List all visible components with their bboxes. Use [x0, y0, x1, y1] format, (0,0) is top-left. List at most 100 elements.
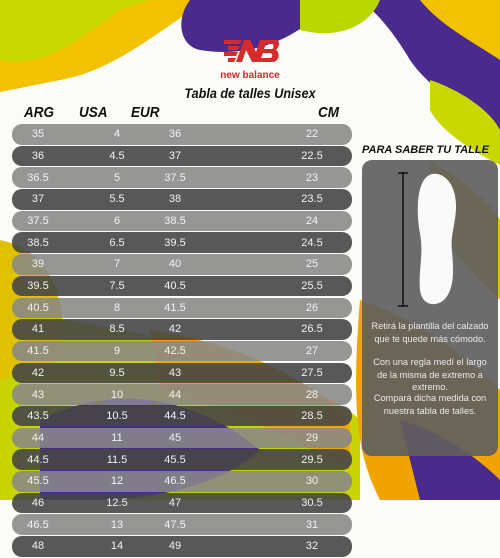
usa-cell: 4	[113, 128, 121, 141]
guide-step-3: Compará dicha medida con nuestra tabla d…	[373, 393, 487, 416]
cm-cell: 26	[305, 301, 319, 314]
eur-cell: 45.5	[164, 453, 186, 466]
arg-cell: 37	[31, 193, 45, 206]
brand-name: new balance	[220, 70, 280, 81]
guide-step-2: Con una regla medí el largo de la misma …	[373, 357, 487, 392]
eur-cell: 38	[168, 193, 182, 206]
column-header-cm: CM	[318, 104, 339, 121]
cm-cell: 30	[305, 475, 319, 488]
eur-cell: 39.5	[164, 236, 186, 249]
eur-cell: 45	[168, 431, 182, 444]
table-row: 39.5 7.5 40.5 25.5	[12, 275, 352, 297]
table-row: 40.5 8 41.5 26	[12, 297, 352, 318]
eur-cell: 46.5	[164, 475, 186, 488]
usa-cell: 6	[113, 215, 121, 227]
table-row: 46 12.5 47 30.5	[12, 492, 352, 514]
chart-title: Tabla de talles Unisex	[184, 85, 316, 101]
table-row: 44.5 11.5 45.5 29.5	[12, 449, 352, 470]
cm-cell: 26.5	[301, 323, 323, 336]
table-row: 48 14 49 32	[12, 536, 352, 557]
usa-cell: 10.5	[106, 410, 128, 423]
table-row: 43.5 10.5 44.5 28.5	[12, 405, 352, 427]
size-table: 35 4 36 22 36 4.5 37 22.5 36.5 5 37.5 23 37 5.5 38 23.5…	[12, 124, 352, 558]
table-row: 43 10 44 28	[12, 384, 352, 405]
cm-cell: 23	[305, 171, 319, 184]
usa-cell: 13	[110, 518, 124, 531]
arg-cell: 41.5	[27, 345, 49, 358]
eur-cell: 47.5	[164, 518, 186, 531]
cm-cell: 23.5	[301, 193, 323, 206]
usa-cell: 12	[110, 475, 124, 488]
usa-cell: 11	[111, 431, 123, 444]
usa-cell: 10	[110, 388, 124, 401]
arg-cell: 39	[31, 258, 45, 271]
guide-panel: Retirá la plantilla del calzado que te q…	[362, 160, 498, 456]
cm-cell: 28	[305, 388, 319, 401]
usa-cell: 6.5	[109, 236, 125, 249]
table-row: 37 5.5 38 23.5	[12, 189, 352, 210]
table-row: 36 4.5 37 22.5	[12, 145, 352, 167]
arg-cell: 41	[31, 323, 45, 336]
arg-cell: 37.5	[27, 215, 49, 227]
table-row: 39 7 40 25	[12, 254, 352, 275]
table-row: 37.5 6 38.5 24	[12, 210, 352, 232]
cm-cell: 28.5	[301, 410, 323, 423]
cm-cell: 30.5	[301, 496, 323, 509]
arg-cell: 44	[31, 431, 45, 444]
arg-cell: 39.5	[27, 280, 49, 293]
arg-cell: 42	[31, 366, 45, 379]
eur-cell: 47	[168, 496, 182, 509]
column-header-eur: EUR	[131, 104, 160, 121]
table-row: 46.5 13 47.5 31	[12, 514, 352, 535]
eur-cell: 38.5	[164, 215, 186, 227]
column-header-usa: USA	[79, 104, 108, 121]
usa-cell: 14	[110, 540, 124, 553]
arg-cell: 46	[31, 496, 45, 509]
usa-cell: 7	[113, 258, 121, 271]
usa-cell: 8.5	[109, 323, 125, 336]
usa-cell: 4.5	[109, 149, 125, 162]
eur-cell: 44	[168, 388, 182, 401]
cm-cell: 22	[305, 128, 319, 141]
arg-cell: 45.5	[27, 475, 49, 488]
table-row: 38.5 6.5 39.5 24.5	[12, 232, 352, 253]
guide-title: PARA SABER TU TALLE	[362, 144, 489, 156]
eur-cell: 49	[168, 540, 182, 553]
ruler-icon	[398, 172, 408, 307]
arg-cell: 36	[31, 149, 45, 162]
eur-cell: 42.5	[164, 345, 186, 358]
table-row: 41 8.5 42 26.5	[12, 319, 352, 340]
table-row: 36.5 5 37.5 23	[12, 167, 352, 188]
arg-cell: 38.5	[27, 236, 49, 249]
table-row: 41.5 9 42.5 27	[12, 340, 352, 362]
arg-cell: 44.5	[27, 453, 49, 466]
new-balance-logo	[224, 40, 279, 62]
arg-cell: 46.5	[27, 518, 49, 531]
eur-cell: 37	[168, 149, 182, 162]
table-row: 42 9.5 43 27.5	[12, 362, 352, 384]
eur-cell: 43	[168, 366, 182, 379]
eur-cell: 42	[168, 323, 182, 336]
table-row: 35 4 36 22	[12, 124, 352, 145]
eur-cell: 44.5	[164, 410, 186, 423]
usa-cell: 8	[113, 301, 121, 314]
usa-cell: 11.5	[106, 453, 128, 466]
cm-cell: 25.5	[301, 280, 323, 293]
cm-cell: 29.5	[301, 453, 323, 466]
arg-cell: 35	[31, 128, 45, 141]
usa-cell: 5.5	[109, 193, 125, 206]
usa-cell: 7.5	[109, 280, 125, 293]
guide-step-1: Retirá la plantilla del calzado que te q…	[371, 321, 489, 344]
eur-cell: 40	[168, 258, 182, 271]
insole-icon	[417, 173, 456, 305]
cm-cell: 25	[305, 258, 319, 271]
column-header-arg: ARG	[24, 104, 55, 121]
cm-cell: 24.5	[301, 236, 323, 249]
eur-cell: 40.5	[164, 280, 186, 293]
eur-cell: 41.5	[164, 301, 186, 314]
usa-cell: 9	[113, 345, 121, 358]
arg-cell: 43.5	[27, 410, 49, 423]
cm-cell: 31	[305, 518, 319, 531]
arg-cell: 48	[31, 540, 45, 553]
arg-cell: 43	[31, 388, 45, 401]
